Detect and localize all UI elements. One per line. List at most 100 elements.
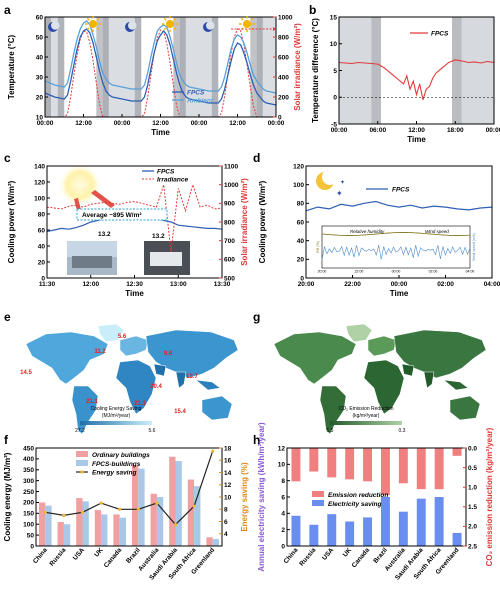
sun-icon xyxy=(85,16,101,32)
bar-emission xyxy=(345,448,355,480)
f-right-tick-label: 4 xyxy=(224,531,228,538)
map-e-value-label: 21.1 xyxy=(86,399,98,405)
d-xlabel: Time xyxy=(390,289,409,298)
f-category-label: Brazil xyxy=(125,547,142,565)
bar-emission xyxy=(452,448,462,456)
h-left-tick-label: 8 xyxy=(281,478,285,485)
h-category-label: Russia xyxy=(298,547,317,568)
bar-fpcs xyxy=(212,539,220,546)
inset-legend-wind: Wind speed xyxy=(425,229,449,234)
twilight-band xyxy=(250,17,257,117)
bar-ordinary xyxy=(206,537,213,546)
bar-emission xyxy=(380,448,390,496)
energy-saving-point xyxy=(136,507,140,511)
arabia-region xyxy=(401,363,415,377)
annotation-value-2: 13.2 xyxy=(152,233,165,240)
bar-ordinary xyxy=(94,510,102,546)
bar-emission xyxy=(434,448,444,490)
map-g-legend-bar xyxy=(330,421,402,425)
h-left-tick-label: 10 xyxy=(278,462,286,469)
c-xtick-label: 11:30 xyxy=(39,281,56,288)
h-left-tick-label: 12 xyxy=(278,445,286,452)
bar-electricity xyxy=(291,515,301,546)
a-left-tick-label: 40 xyxy=(36,54,44,61)
c-xtick-label: 12:00 xyxy=(82,281,99,288)
h-right-tick-label: 1.5 xyxy=(468,504,477,511)
c-left-tick-label: 40 xyxy=(38,243,46,250)
c-xtick-label: 12:30 xyxy=(126,281,143,288)
photo-sky xyxy=(67,241,117,257)
map-e-legend-unit: (MJ/m²/year) xyxy=(102,413,131,419)
b-tick-label: 5 xyxy=(333,68,337,75)
sun-ray xyxy=(163,27,167,31)
energy-saving-point xyxy=(62,513,66,517)
c-left-tick-label: 140 xyxy=(34,163,45,170)
bar-electricity xyxy=(309,524,319,546)
f-category-label: China xyxy=(32,546,49,565)
legend-emission-label: Emission reduction xyxy=(328,492,388,499)
panel-label-h: h xyxy=(253,433,260,447)
f-ylabel-right: Energy saving (%) xyxy=(240,462,249,532)
india-region xyxy=(423,371,435,389)
f-right-tick-label: 6 xyxy=(224,519,228,526)
d-xtick-label: 02:00 xyxy=(437,281,454,288)
sun-ray xyxy=(173,27,177,31)
inset-ylabel-right: Wind speed (m/s) xyxy=(472,233,476,260)
energy-saving-point xyxy=(80,510,85,514)
c-left-tick-label: 80 xyxy=(38,211,46,218)
a-right-tick-label: 0 xyxy=(278,114,282,121)
b-tick-label: 0 xyxy=(333,95,337,102)
inset-xtick-label: 20:00 xyxy=(318,270,327,274)
map-g-legend-title: CO₂ Emission Reduction xyxy=(338,406,393,412)
irradiance-line xyxy=(45,28,276,118)
f-left-tick-label: 100 xyxy=(23,522,34,529)
bar-electricity xyxy=(434,497,444,546)
d-xtick-label: 00:00 xyxy=(391,281,408,288)
asia-region xyxy=(145,329,239,379)
f-right-tick-label: 10 xyxy=(224,494,232,501)
b-xlabel: Time xyxy=(407,135,426,144)
night-band xyxy=(339,17,372,124)
arabia-region xyxy=(153,363,167,377)
c-xtick-label: 13:00 xyxy=(170,281,187,288)
chart-b: -5 0 5 10 15 00:00 06:00 12:00 18:00 00:00 Tempera… xyxy=(311,14,500,144)
a-xtick-label: 00:00 xyxy=(37,120,54,127)
greenland-region xyxy=(345,323,373,343)
f-left-tick-label: 300 xyxy=(23,478,34,485)
moon-icon xyxy=(203,21,215,32)
map-g-legend-max: 0.3 xyxy=(399,428,406,434)
bar-ordinary xyxy=(187,479,195,546)
irradiance-line xyxy=(46,182,223,252)
map-e-value-label: 14.5 xyxy=(20,370,32,376)
inset-ylabel-left: RH (%) xyxy=(316,241,320,252)
sun-icon xyxy=(162,16,178,32)
sun-ray xyxy=(240,17,244,21)
a-xtick-label: 12:00 xyxy=(229,120,246,127)
legend-fpcs-label: FPCS xyxy=(431,31,449,38)
legend-saving-label: Energy saving xyxy=(92,470,136,477)
legend-electricity-swatch xyxy=(312,500,324,506)
ambient-line xyxy=(44,20,277,94)
c-left-tick-label: 100 xyxy=(34,195,45,202)
f-right-tick-label: 8 xyxy=(224,507,228,514)
h-left-tick-label: 0 xyxy=(281,543,285,550)
a-xlabel: Time xyxy=(151,128,170,137)
d-tick-label: 120 xyxy=(293,163,304,170)
b-xtick-label: 12:00 xyxy=(408,127,425,134)
a-xtick-label: 12:00 xyxy=(152,120,169,127)
c-right-tick-label: 700 xyxy=(224,238,235,245)
f-category-label: Canada xyxy=(103,546,124,569)
moon-cutout xyxy=(322,169,338,185)
bar-fpcs xyxy=(101,514,108,546)
d-tick-label: 20 xyxy=(297,257,305,264)
inset-xtick-label: 00:00 xyxy=(392,270,401,274)
c-left-tick-label: 120 xyxy=(34,179,45,186)
energy-saving-point xyxy=(211,449,215,453)
h-right-tick-label: 2.5 xyxy=(468,543,477,550)
energy-saving-point xyxy=(155,501,159,505)
b-tick-label: 10 xyxy=(330,41,338,48)
bar-fpcs xyxy=(194,486,201,546)
world-map-e xyxy=(25,323,239,435)
f-ylabel-left: Cooling energy (MJ/m²) xyxy=(3,452,12,541)
energy-saving-point xyxy=(99,501,103,505)
